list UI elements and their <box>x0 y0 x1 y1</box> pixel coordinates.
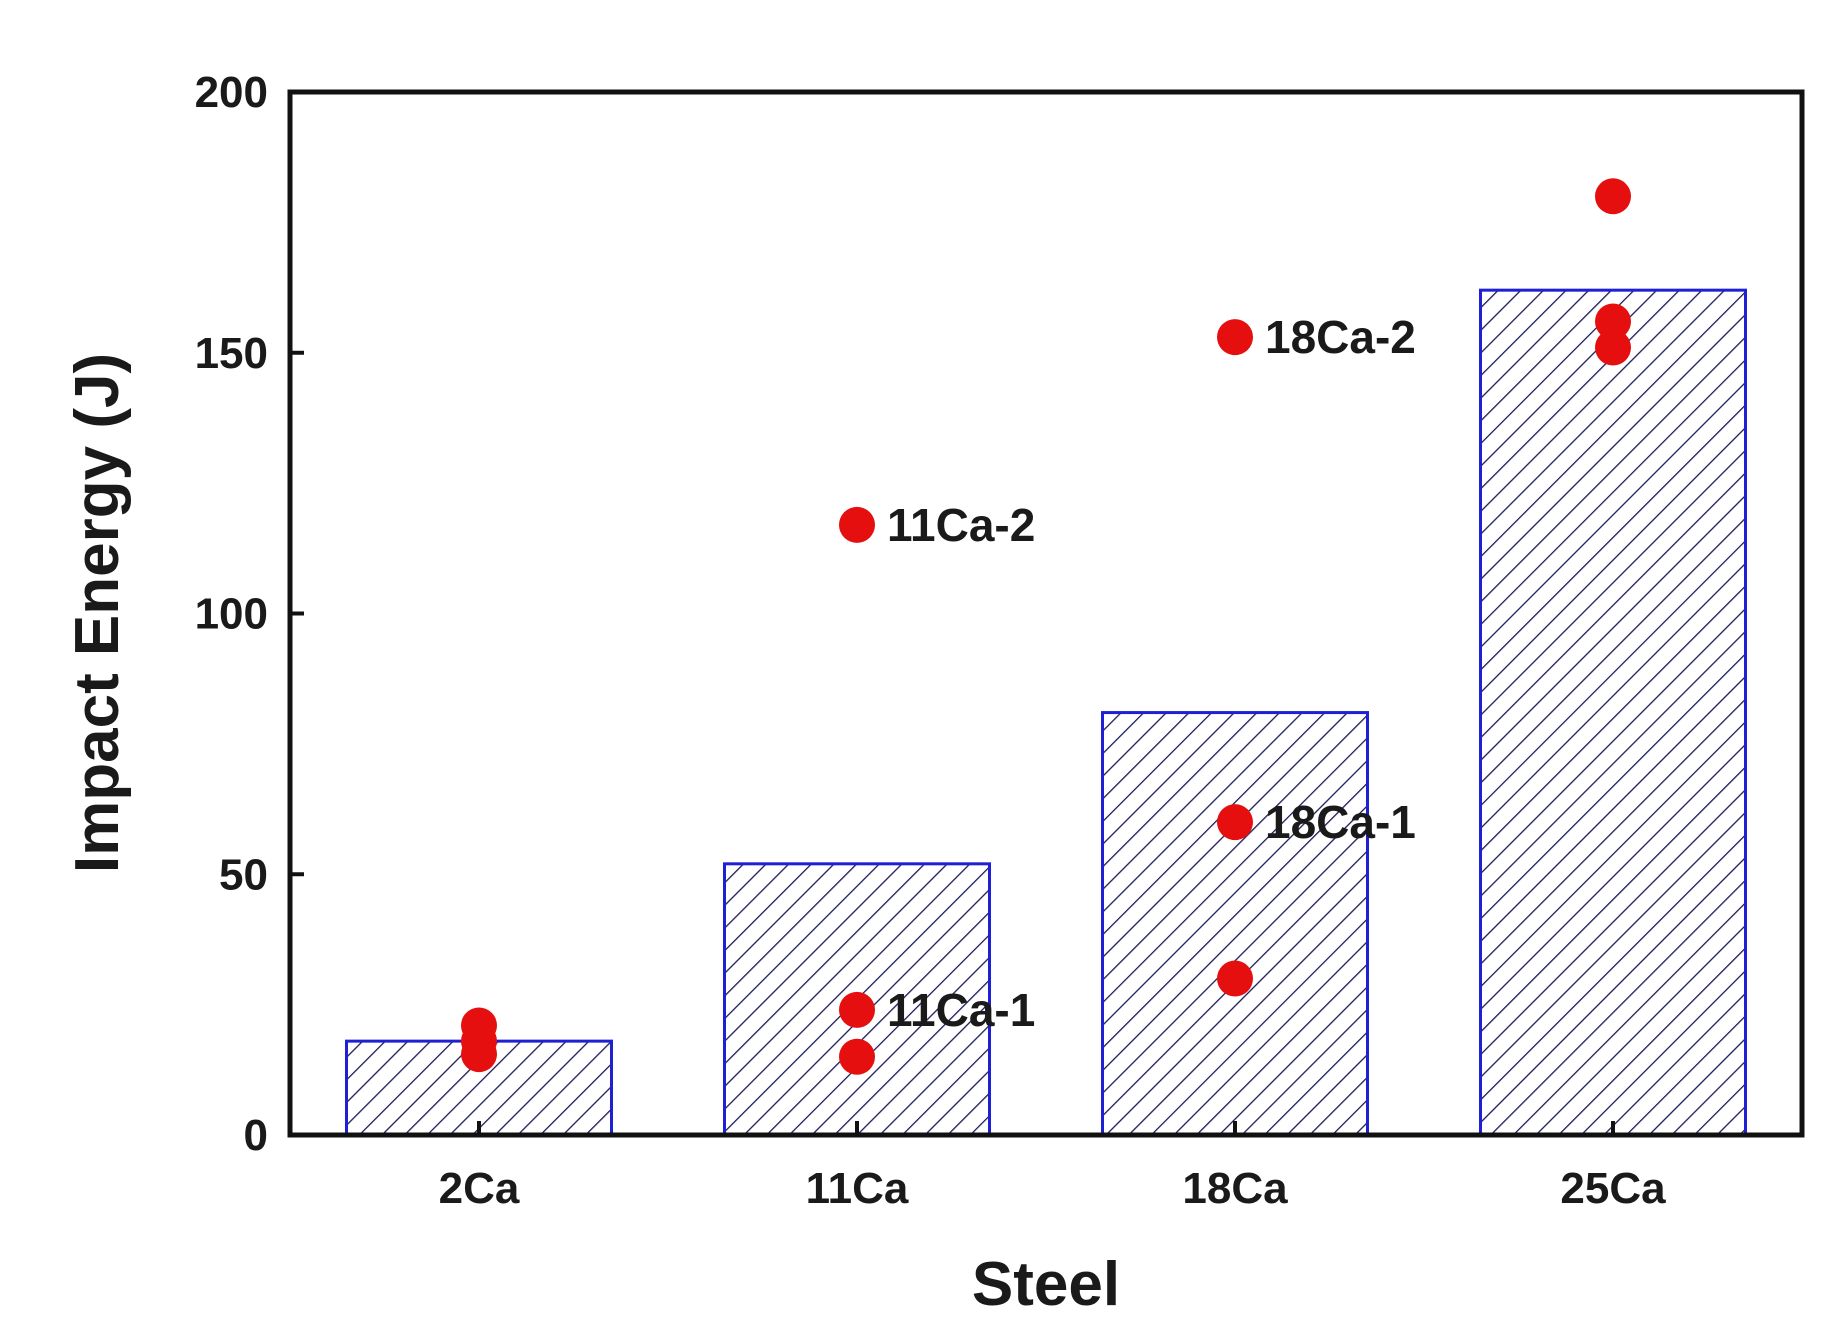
data-point-11Ca-4 <box>839 991 875 1028</box>
data-point-25Ca-11 <box>1595 329 1631 366</box>
point-label-11Ca-1: 11Ca-1 <box>887 984 1035 1036</box>
data-point-11Ca-3 <box>839 506 875 543</box>
x-tick-label-18Ca: 18Ca <box>1182 1164 1288 1213</box>
x-axis-title: Steel <box>972 1250 1120 1319</box>
point-label-18Ca-2: 18Ca-2 <box>1265 311 1416 363</box>
y-tick-label-0: 0 <box>244 1111 268 1160</box>
data-point-18Ca-6 <box>1217 319 1253 356</box>
bar-25Ca <box>1479 288 1747 1137</box>
data-point-11Ca-5 <box>839 1038 875 1075</box>
point-label-18Ca-1: 18Ca-1 <box>1265 796 1416 848</box>
plot-frame <box>287 89 1805 1138</box>
x-tick-label-11Ca: 11Ca <box>806 1164 909 1213</box>
data-point-18Ca-7 <box>1217 804 1253 841</box>
data-point-25Ca-9 <box>1595 178 1631 215</box>
data-point-25Ca-10 <box>1595 303 1631 340</box>
point-label-11Ca-2: 11Ca-2 <box>887 499 1035 551</box>
x-tick-label-25Ca: 25Ca <box>1560 1164 1666 1213</box>
x-tick-label-2Ca: 2Ca <box>439 1164 520 1213</box>
y-tick-label-200: 200 <box>195 68 268 117</box>
y-axis-title: Impact Energy (J) <box>63 353 132 873</box>
y-tick-label-100: 100 <box>195 590 268 639</box>
y-tick-label-150: 150 <box>195 329 268 378</box>
bar-18Ca <box>1101 711 1369 1137</box>
y-tick-label-50: 50 <box>219 850 268 899</box>
data-point-2Ca-2 <box>461 1036 497 1073</box>
data-point-18Ca-8 <box>1217 960 1253 997</box>
